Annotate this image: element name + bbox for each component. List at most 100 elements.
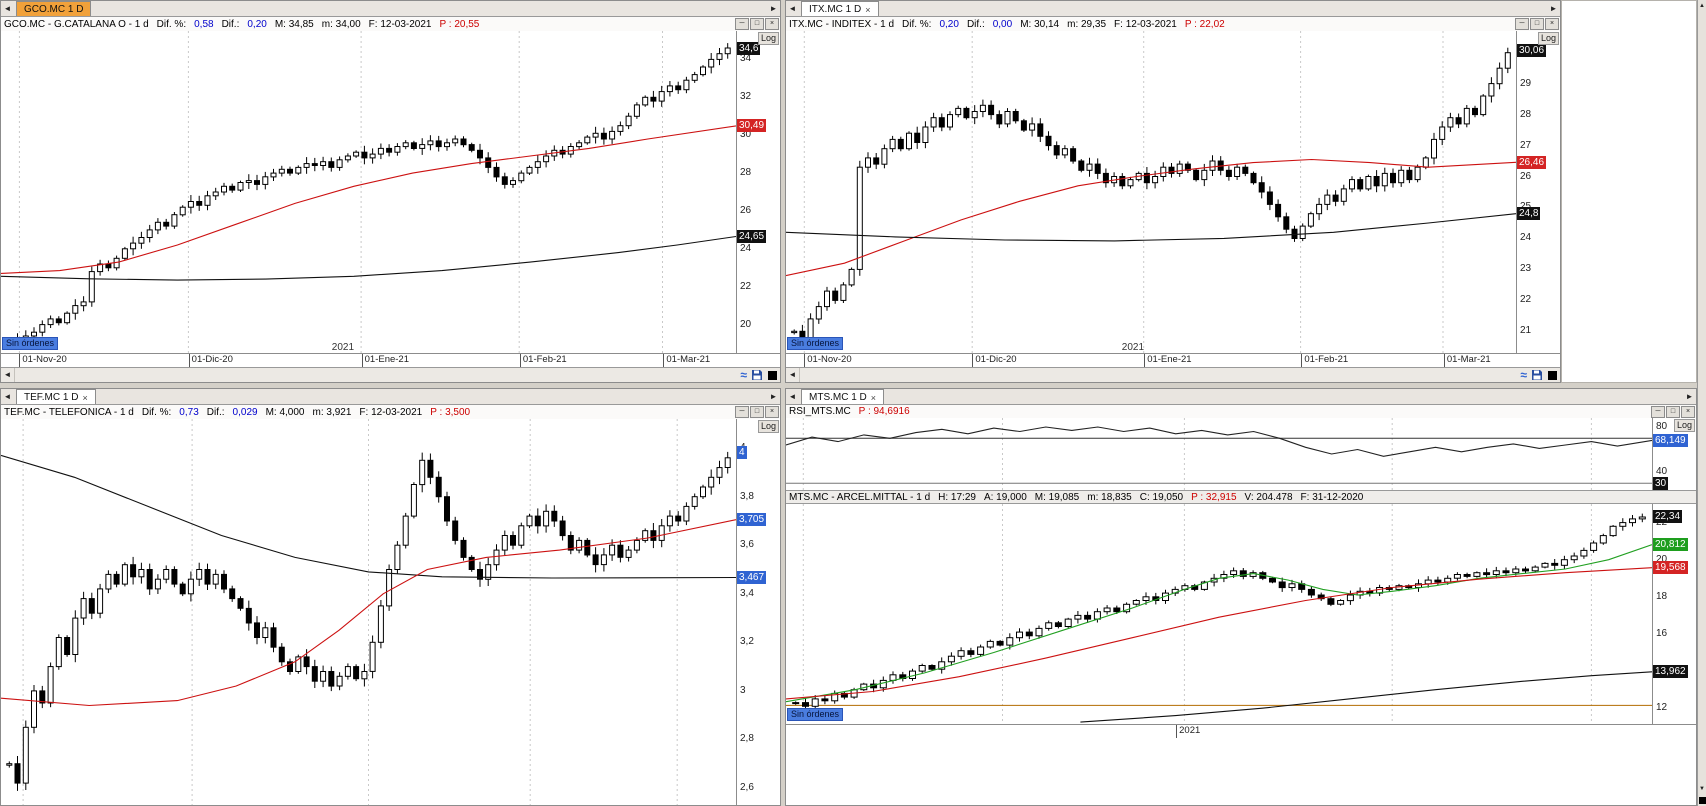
minimize-button[interactable]: ─: [735, 406, 749, 418]
instrument-info: MTS.MC - ARCEL.MITTAL - 1 d H: 17:29 A: 19…: [789, 492, 1363, 503]
time-axis[interactable]: 2021: [786, 725, 1653, 738]
price-tick: 2,6: [740, 782, 754, 793]
header-field: P : 32,915: [1191, 491, 1237, 503]
tab-close-icon[interactable]: ×: [865, 4, 871, 15]
minimize-button[interactable]: ─: [1651, 406, 1665, 418]
tab-scroll-left-icon[interactable]: ◄: [3, 392, 12, 401]
header-field: A: 19,000: [983, 491, 1027, 503]
scroll-up-icon[interactable]: ▲: [1699, 3, 1705, 9]
header-field: P : 3,500: [430, 406, 471, 418]
minimize-button[interactable]: ─: [735, 18, 749, 30]
maximize-pane-icon[interactable]: [1548, 370, 1557, 380]
price-label: 13,962: [1653, 665, 1688, 679]
save-icon[interactable]: [1531, 369, 1543, 381]
scroll-track[interactable]: [800, 368, 1518, 382]
time-label: 01-Feb-21: [1301, 354, 1348, 367]
tab-scroll-right-icon[interactable]: ►: [1685, 392, 1694, 401]
maximize-pane-icon[interactable]: [768, 370, 777, 380]
window-controls: ─ □ ×: [1651, 406, 1695, 418]
price-tick: 24: [1520, 232, 1532, 244]
header-field: Dif. %:: [902, 18, 932, 30]
time-axis-row: 01-Nov-20 01-Dic-20 01-Ene-21 01-Feb-21 01-M…: [786, 353, 1560, 367]
no-orders-badge: Sin órdenes: [787, 708, 844, 721]
restore-button[interactable]: □: [1530, 18, 1544, 30]
scroll-down-icon[interactable]: ▼: [1699, 786, 1705, 792]
horizontal-scrollbar[interactable]: ◄ ≈: [1, 367, 780, 382]
log-scale-button[interactable]: Log: [1673, 419, 1695, 432]
price-tick: 28: [1520, 108, 1532, 120]
save-icon[interactable]: [751, 369, 763, 381]
close-button[interactable]: ×: [765, 406, 779, 418]
price-tick: 2,8: [740, 733, 754, 745]
tab-scroll-left-icon[interactable]: ◄: [3, 4, 12, 13]
log-scale-button[interactable]: Log: [757, 32, 779, 45]
header-field: Dif.:: [221, 18, 240, 30]
scroll-track[interactable]: [15, 368, 738, 382]
tab-scroll-left-icon[interactable]: ◄: [788, 392, 797, 401]
vertical-scrollbar[interactable]: ▲ ▼: [1697, 0, 1706, 806]
candlestick-chart[interactable]: 2021 Sin órdenes: [786, 31, 1517, 353]
price-label: 30,49: [737, 119, 767, 133]
time-axis[interactable]: 01-Nov-20 01-Dic-20 01-Ene-21 01-Feb-21 01-M…: [1, 354, 737, 367]
header-field: Dif.:: [966, 18, 985, 30]
candlestick-chart[interactable]: 2021 Sin órdenes: [1, 31, 737, 353]
header-field: H: 17:29: [938, 491, 976, 503]
price-tick: 32: [740, 91, 752, 103]
time-label: 01-Nov-20: [804, 354, 852, 367]
price-tick: 23: [1520, 263, 1532, 275]
indicator-wave-icon[interactable]: ≈: [1520, 368, 1527, 382]
restore-button[interactable]: □: [1666, 406, 1680, 418]
tab-tef-mc-1d[interactable]: TEF.MC 1 D ×: [16, 389, 96, 404]
tab-mts-mc-1d[interactable]: MTS.MC 1 D ×: [801, 389, 885, 404]
tab-close-icon[interactable]: ×: [870, 392, 877, 403]
candlestick-chart[interactable]: [1, 419, 737, 805]
candlestick-chart[interactable]: Sin órdenes: [786, 504, 1653, 724]
restore-button[interactable]: □: [750, 406, 764, 418]
price-tick: 22: [740, 280, 752, 292]
price-label: 19,568: [1653, 561, 1688, 575]
header-field: 0,029: [232, 406, 258, 418]
price-tick: 27: [1520, 139, 1532, 151]
indicator-wave-icon[interactable]: ≈: [740, 368, 747, 382]
close-button[interactable]: ×: [1681, 406, 1695, 418]
tab-bar: ◄ ITX.MC 1 D × ►: [786, 1, 1560, 17]
time-label: 01-Ene-21: [361, 354, 409, 367]
tab-gco-mc-1d[interactable]: GCO.MC 1 D: [16, 1, 92, 16]
price-tick: 26: [740, 204, 752, 216]
time-axis[interactable]: 01-Nov-20 01-Dic-20 01-Ene-21 01-Feb-21 01-M…: [786, 354, 1517, 367]
minimize-button[interactable]: ─: [1515, 18, 1529, 30]
tab-label: GCO.MC 1 D: [24, 4, 84, 15]
header-field: C: 19,050: [1139, 491, 1184, 503]
log-scale-button[interactable]: Log: [1537, 32, 1559, 45]
close-button[interactable]: ×: [1545, 18, 1559, 30]
tab-scroll-left-icon[interactable]: ◄: [788, 4, 797, 13]
rsi-chart[interactable]: [786, 418, 1653, 490]
restore-button[interactable]: □: [750, 18, 764, 30]
time-label: 01-Dic-20: [972, 354, 1017, 367]
rsi-axis[interactable]: Log 80 40 68,149 30: [1653, 418, 1696, 490]
tab-scroll-right-icon[interactable]: ►: [769, 4, 778, 13]
header-field: RSI_MTS.MC: [789, 406, 851, 417]
tab-scroll-right-icon[interactable]: ►: [769, 392, 778, 401]
price-label: 22,34: [1653, 509, 1683, 523]
tab-close-icon[interactable]: ×: [82, 392, 88, 403]
horizontal-scrollbar[interactable]: ◄ ≈: [786, 367, 1560, 382]
price-axis[interactable]: Log 20 22 24 26 28 30 32 34 34,6 30,49 24,65: [737, 31, 780, 353]
log-scale-button[interactable]: Log: [757, 420, 779, 433]
header-field: M: 34,85: [274, 18, 314, 30]
scroll-left-icon[interactable]: ◄: [1, 368, 15, 382]
tab-itx-mc-1d[interactable]: ITX.MC 1 D ×: [801, 1, 879, 16]
scroll-left-icon[interactable]: ◄: [786, 368, 800, 382]
header-field: MTS.MC - ARCEL.MITTAL - 1 d: [789, 491, 931, 503]
close-button[interactable]: ×: [765, 18, 779, 30]
price-tick: 3,8: [740, 490, 754, 502]
window-controls: ─ □ ×: [1515, 18, 1559, 30]
header-field: P : 94,6916: [858, 406, 910, 417]
price-label: 3,705: [737, 513, 767, 527]
window-controls: ─ □ ×: [735, 18, 779, 30]
tab-scroll-right-icon[interactable]: ►: [1549, 4, 1558, 13]
chart-canvas: [786, 504, 1652, 724]
